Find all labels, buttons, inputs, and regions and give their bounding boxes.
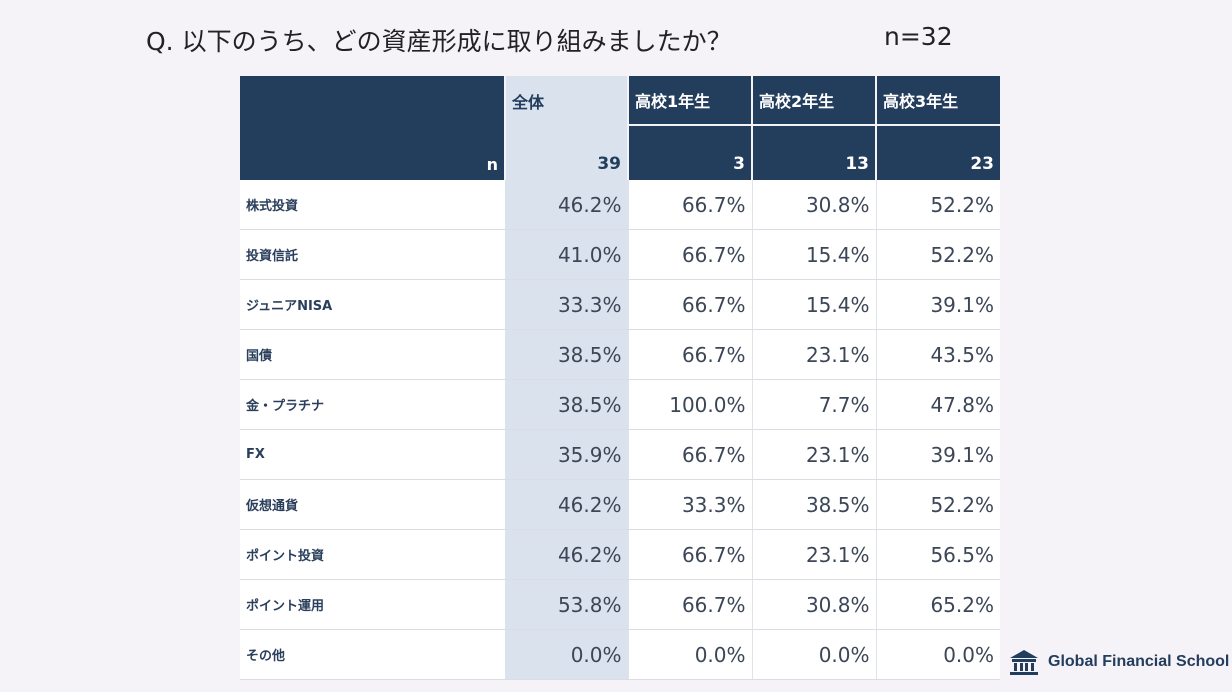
logo-text: Global Financial School [1048, 653, 1230, 670]
cell-total: 38.5% [505, 379, 628, 430]
table-row: ポイント運用 53.8% 66.7% 30.8% 65.2% [240, 579, 1000, 630]
n-grade1: 3 [627, 125, 752, 180]
cell-total: 46.2% [505, 529, 628, 580]
cell-grade1: 66.7% [627, 429, 752, 480]
table-row: 金・プラチナ 38.5% 100.0% 7.7% 47.8% [240, 379, 1000, 430]
cell-grade3: 47.8% [875, 379, 1000, 430]
cell-total: 46.2% [505, 479, 628, 530]
cell-grade3: 52.2% [875, 479, 1000, 530]
cell-grade1: 66.7% [627, 329, 752, 380]
row-label: その他 [240, 629, 505, 680]
cell-grade2: 0.0% [751, 629, 876, 680]
cell-grade1: 33.3% [627, 479, 752, 530]
cell-grade3: 0.0% [875, 629, 1000, 680]
cell-grade1: 100.0% [627, 379, 752, 430]
cell-grade3: 52.2% [875, 180, 1000, 230]
cell-grade2: 7.7% [751, 379, 876, 430]
row-label: ポイント投資 [240, 529, 505, 580]
cell-grade3: 52.2% [875, 229, 1000, 280]
row-label: 金・プラチナ [240, 379, 505, 430]
cell-grade2: 23.1% [751, 529, 876, 580]
table-row: 国債 38.5% 66.7% 23.1% 43.5% [240, 329, 1000, 380]
cell-grade3: 39.1% [875, 279, 1000, 330]
table-row: ポイント投資 46.2% 66.7% 23.1% 56.5% [240, 529, 1000, 580]
col-header-grade2: 高校2年生 [751, 76, 876, 126]
cell-grade3: 56.5% [875, 529, 1000, 580]
table-row: 株式投資 46.2% 66.7% 30.8% 52.2% [240, 180, 1000, 230]
school-building-icon [1010, 650, 1038, 675]
cell-grade2: 38.5% [751, 479, 876, 530]
n-total: 39 [504, 125, 628, 180]
table-row: 投資信託 41.0% 66.7% 15.4% 52.2% [240, 229, 1000, 280]
row-label: ジュニアNISA [240, 279, 505, 330]
col-header-grade3: 高校3年生 [875, 76, 1000, 126]
cell-grade2: 15.4% [751, 279, 876, 330]
cell-grade1: 66.7% [627, 180, 752, 230]
cell-grade2: 23.1% [751, 329, 876, 380]
col-header-grade1: 高校1年生 [627, 76, 752, 126]
row-label: 投資信託 [240, 229, 505, 280]
cell-grade3: 65.2% [875, 579, 1000, 630]
n-grade2: 13 [751, 125, 876, 180]
cell-total: 46.2% [505, 180, 628, 230]
header-row-n: 39 3 13 23 [240, 125, 1000, 180]
cell-grade2: 15.4% [751, 229, 876, 280]
col-header-total: 全体 [504, 76, 628, 125]
table-row: 仮想通貨 46.2% 33.3% 38.5% 52.2% [240, 479, 1000, 530]
row-label: 株式投資 [240, 180, 505, 230]
row-label: ポイント運用 [240, 579, 505, 630]
n-label: n [240, 76, 505, 180]
row-label: FX [240, 429, 505, 480]
table-row: ジュニアNISA 33.3% 66.7% 15.4% 39.1% [240, 279, 1000, 330]
cell-grade1: 66.7% [627, 229, 752, 280]
results-table: n 全体 高校1年生 高校2年生 高校3年生 39 3 13 23 株式投資 46… [240, 76, 1000, 680]
table-body: 株式投資 46.2% 66.7% 30.8% 52.2% 投資信託 41.0% 66.7% 15… [240, 180, 1000, 680]
cell-grade1: 0.0% [627, 629, 752, 680]
cell-total: 53.8% [505, 579, 628, 630]
cell-grade1: 66.7% [627, 279, 752, 330]
cell-total: 0.0% [505, 629, 628, 680]
cell-grade2: 23.1% [751, 429, 876, 480]
question-title: Q. 以下のうち、どの資産形成に取り組みましたか？ [146, 27, 732, 56]
row-label: 仮想通貨 [240, 479, 505, 530]
cell-total: 38.5% [505, 329, 628, 380]
cell-grade2: 30.8% [751, 579, 876, 630]
cell-total: 33.3% [505, 279, 628, 330]
cell-grade1: 66.7% [627, 579, 752, 630]
n-grade3: 23 [875, 125, 1000, 180]
header-row-names: n 全体 高校1年生 高校2年生 高校3年生 [240, 76, 1000, 180]
table-row: その他 0.0% 0.0% 0.0% 0.0% [240, 629, 1000, 680]
cell-grade3: 39.1% [875, 429, 1000, 480]
brand-logo: Global Financial School [1008, 648, 1229, 676]
cell-grade2: 30.8% [751, 180, 876, 230]
table-row: FX 35.9% 66.7% 23.1% 39.1% [240, 429, 1000, 480]
sample-size: n=32 [884, 22, 953, 51]
cell-total: 35.9% [505, 429, 628, 480]
row-label: 国債 [240, 329, 505, 380]
cell-total: 41.0% [505, 229, 628, 280]
cell-grade1: 66.7% [627, 529, 752, 580]
cell-grade3: 43.5% [875, 329, 1000, 380]
